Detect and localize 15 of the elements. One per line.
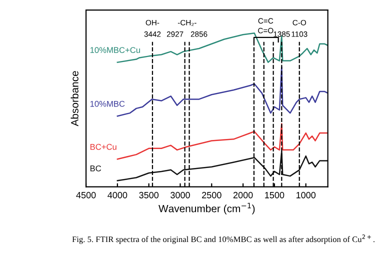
x-tick-label: 3500 (139, 192, 159, 198)
x-tick-label: 1500 (265, 192, 284, 198)
x-tick-label: 2500 (202, 192, 222, 198)
series-label: BC+Cu (90, 144, 116, 150)
x-tick-label: 2000 (233, 192, 253, 198)
x-axis-title: Wavenumber (cm$^{−1}$) (158, 202, 255, 214)
y-axis-title: Absorbance (70, 71, 78, 126)
x-tick-label: 1000 (296, 192, 316, 198)
series-label: 10%MBC+Cu (90, 47, 140, 53)
text: BC (90, 165, 102, 172)
x-tick-label: 4000 (108, 192, 128, 198)
x-tick-label: 4500 (76, 192, 96, 198)
series-label: 10%MBC (90, 100, 125, 107)
caption: Fig. 5. FTIR spectra of the original BC and 10%MBC as well as after adsorption of Cu$^{2+}$. (72, 234, 374, 244)
x-tick-label: 3000 (170, 192, 190, 198)
